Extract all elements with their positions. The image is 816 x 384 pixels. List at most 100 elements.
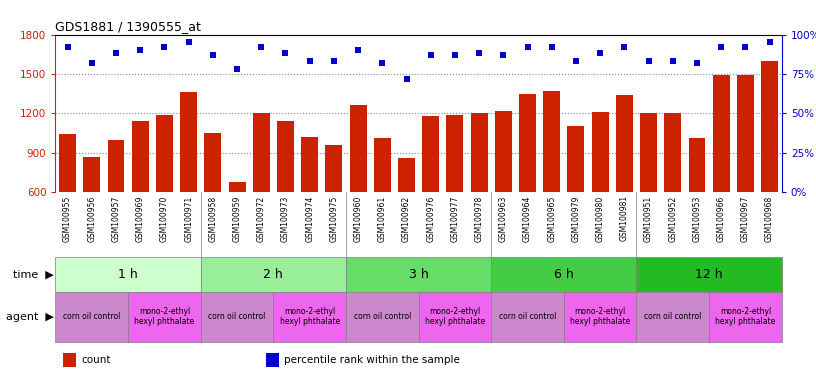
Text: 1 h: 1 h — [118, 268, 138, 281]
Point — [545, 44, 558, 50]
Bar — [326, 145, 343, 192]
Bar — [301, 137, 318, 192]
Bar — [346, 292, 419, 342]
Text: GSM100969: GSM100969 — [135, 195, 144, 242]
Point — [715, 44, 728, 50]
Bar — [636, 292, 709, 342]
Bar — [664, 113, 681, 192]
Text: GSM100960: GSM100960 — [353, 195, 362, 242]
Text: GSM100961: GSM100961 — [378, 195, 387, 242]
Bar — [636, 257, 782, 292]
Text: mono-2-ethyl
hexyl phthalate: mono-2-ethyl hexyl phthalate — [135, 307, 194, 326]
Bar — [689, 138, 706, 192]
Bar — [491, 292, 564, 342]
Bar — [59, 134, 76, 192]
Bar — [83, 157, 100, 192]
Text: mono-2-ethyl
hexyl phthalate: mono-2-ethyl hexyl phthalate — [425, 307, 485, 326]
Text: GSM100975: GSM100975 — [330, 195, 339, 242]
Point — [738, 44, 752, 50]
Bar — [494, 111, 512, 192]
Point — [134, 47, 147, 53]
Point — [497, 52, 510, 58]
Bar — [491, 257, 636, 292]
Text: mono-2-ethyl
hexyl phthalate: mono-2-ethyl hexyl phthalate — [570, 307, 630, 326]
Text: GSM100952: GSM100952 — [668, 195, 677, 242]
Text: corn oil control: corn oil control — [644, 312, 702, 321]
Point — [157, 44, 171, 50]
Bar — [55, 292, 128, 342]
Text: percentile rank within the sample: percentile rank within the sample — [284, 355, 460, 365]
Text: GSM100972: GSM100972 — [257, 195, 266, 242]
Point — [666, 58, 679, 65]
Bar — [273, 292, 346, 342]
Text: GSM100958: GSM100958 — [208, 195, 217, 242]
Point — [279, 50, 292, 56]
Text: GSM100959: GSM100959 — [233, 195, 242, 242]
Text: GSM100953: GSM100953 — [693, 195, 702, 242]
Text: GSM100955: GSM100955 — [63, 195, 72, 242]
Text: GSM100966: GSM100966 — [716, 195, 725, 242]
Text: GSM100980: GSM100980 — [596, 195, 605, 242]
Bar — [204, 133, 221, 192]
Point — [521, 44, 534, 50]
Text: GSM100957: GSM100957 — [112, 195, 121, 242]
Point — [618, 44, 631, 50]
Point — [327, 58, 340, 65]
Bar — [519, 94, 536, 192]
Bar — [201, 257, 346, 292]
Text: GSM100979: GSM100979 — [571, 195, 580, 242]
Text: 3 h: 3 h — [409, 268, 428, 281]
Bar — [180, 92, 197, 192]
Text: 6 h: 6 h — [554, 268, 574, 281]
Text: corn oil control: corn oil control — [208, 312, 266, 321]
Point — [230, 66, 243, 72]
Point — [400, 76, 413, 82]
Bar — [128, 292, 201, 342]
Text: GSM100963: GSM100963 — [499, 195, 508, 242]
Text: GSM100971: GSM100971 — [184, 195, 193, 242]
Bar — [277, 121, 294, 192]
Text: mono-2-ethyl
hexyl phthalate: mono-2-ethyl hexyl phthalate — [280, 307, 339, 326]
Point — [85, 60, 98, 66]
Bar — [201, 292, 273, 342]
Point — [375, 60, 388, 66]
Text: GSM100970: GSM100970 — [160, 195, 169, 242]
Text: corn oil control: corn oil control — [353, 312, 411, 321]
Bar — [228, 182, 246, 192]
Bar — [398, 158, 415, 192]
Text: count: count — [81, 355, 110, 365]
Bar — [616, 95, 633, 192]
Text: GSM100974: GSM100974 — [305, 195, 314, 242]
Bar — [156, 114, 173, 192]
Point — [593, 50, 606, 56]
Point — [424, 52, 437, 58]
Text: GSM100976: GSM100976 — [426, 195, 435, 242]
Bar — [761, 61, 778, 192]
Bar — [266, 353, 279, 367]
Bar — [63, 353, 76, 367]
Bar — [446, 114, 463, 192]
Bar — [737, 75, 754, 192]
Text: GSM100981: GSM100981 — [620, 195, 629, 242]
Text: GSM100968: GSM100968 — [765, 195, 774, 242]
Point — [182, 40, 195, 46]
Bar — [253, 113, 270, 192]
Text: corn oil control: corn oil control — [499, 312, 557, 321]
Bar — [567, 126, 584, 192]
Point — [690, 60, 703, 66]
Bar — [640, 113, 657, 192]
Bar — [709, 292, 782, 342]
Bar — [346, 257, 491, 292]
Bar — [543, 91, 561, 192]
Point — [570, 58, 583, 65]
Point — [109, 50, 122, 56]
Text: GDS1881 / 1390555_at: GDS1881 / 1390555_at — [55, 20, 202, 33]
Bar — [374, 138, 391, 192]
Text: GSM100956: GSM100956 — [87, 195, 96, 242]
Text: GSM100973: GSM100973 — [281, 195, 290, 242]
Text: GSM100977: GSM100977 — [450, 195, 459, 242]
Text: GSM100964: GSM100964 — [523, 195, 532, 242]
Bar — [349, 106, 366, 192]
Text: GSM100978: GSM100978 — [475, 195, 484, 242]
Point — [448, 52, 461, 58]
